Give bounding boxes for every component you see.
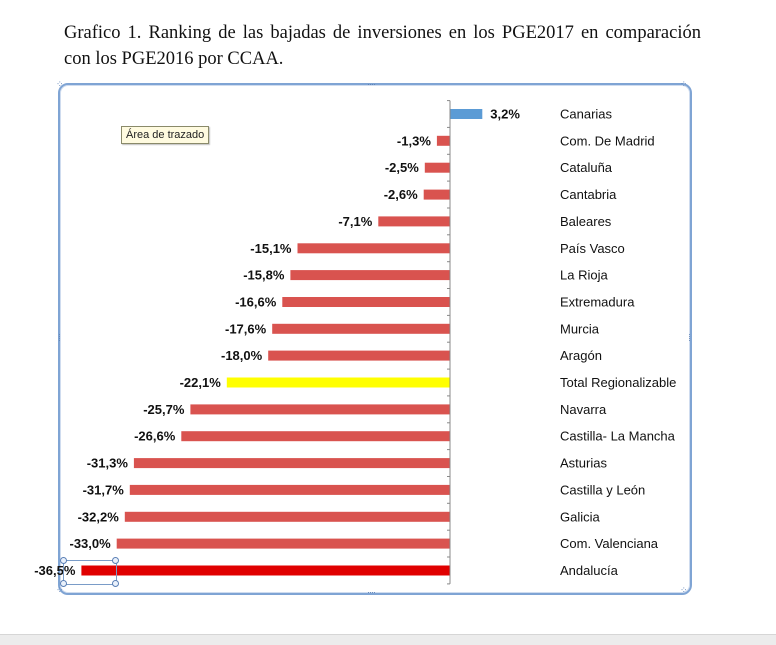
category-label: Navarra [560, 402, 607, 417]
selection-handle[interactable] [60, 557, 67, 564]
frame-handle-right[interactable]: ···· [685, 333, 695, 341]
frame-handle-corner-tr[interactable]: ⁘ [680, 79, 687, 89]
bar-galicia[interactable] [124, 511, 451, 522]
category-label: Baleares [560, 214, 612, 229]
category-label: Cataluña [560, 160, 613, 175]
data-label: -17,6% [225, 321, 267, 336]
data-label: -25,7% [143, 402, 185, 417]
category-label: Castilla- La Mancha [560, 429, 676, 444]
frame-handle-corner-br[interactable]: ⁘ [680, 585, 687, 595]
category-label: Aragón [560, 348, 602, 363]
category-label: Andalucía [560, 563, 619, 578]
bar-castilla-y-león[interactable] [129, 484, 451, 495]
category-label: Asturias [560, 456, 607, 471]
chart-frame[interactable] [58, 83, 692, 595]
data-label: -36,5% [34, 563, 76, 578]
bar-castilla-la-mancha[interactable] [181, 431, 451, 442]
data-label: -31,7% [83, 482, 125, 497]
frame-handle-top[interactable]: ···· [367, 79, 376, 89]
frame-handle-left[interactable]: ···· [55, 333, 65, 341]
bar-asturias[interactable] [133, 458, 450, 469]
bar-andalucía[interactable] [81, 565, 451, 576]
frame-handle-corner-tl[interactable]: ⁘ [56, 79, 63, 89]
bar-navarra[interactable] [190, 404, 450, 415]
category-label: Total Regionalizable [560, 375, 676, 390]
category-label: Castilla y León [560, 482, 645, 497]
bar-cataluña[interactable] [424, 162, 451, 173]
bar-cantabria[interactable] [423, 189, 450, 200]
bar-aragón[interactable] [268, 350, 450, 361]
bar-total-regionalizable[interactable] [226, 377, 450, 388]
window-bottom-bar [0, 634, 776, 645]
data-label: -2,6% [384, 187, 418, 202]
bar-murcia[interactable] [272, 323, 450, 334]
data-label: -16,6% [235, 295, 277, 310]
document-title: Grafico 1. Ranking de las bajadas de inv… [64, 23, 701, 69]
data-label: -31,3% [87, 456, 129, 471]
selection-handle[interactable] [112, 580, 119, 587]
frame-handle-bottom[interactable]: ···· [367, 587, 376, 597]
category-label: La Rioja [560, 268, 608, 283]
data-label: -15,8% [243, 268, 285, 283]
data-label: -2,5% [385, 160, 419, 175]
category-label: Com. Valenciana [560, 536, 659, 551]
data-label: -15,1% [250, 241, 292, 256]
frame-handle-corner-bl[interactable]: ⁘ [56, 585, 63, 595]
data-label: 3,2% [490, 107, 520, 122]
data-label: -33,0% [69, 536, 111, 551]
category-label: Canarias [560, 107, 613, 122]
data-label: -18,0% [221, 348, 263, 363]
data-label: -1,3% [397, 133, 431, 148]
selection-handle[interactable] [112, 557, 119, 564]
bar-com-de-madrid[interactable] [436, 135, 450, 146]
bar-canarias[interactable] [450, 109, 483, 119]
selected-label-box[interactable] [63, 560, 117, 585]
data-label: -7,1% [338, 214, 372, 229]
bar-país-vasco[interactable] [297, 243, 451, 254]
category-label: Murcia [560, 321, 600, 336]
bar-la-rioja[interactable] [290, 270, 450, 281]
category-label: Galicia [560, 509, 601, 524]
category-label: Cantabria [560, 187, 617, 202]
category-label: País Vasco [560, 241, 625, 256]
category-label: Com. De Madrid [560, 133, 655, 148]
category-label: Extremadura [560, 295, 635, 310]
bar-extremadura[interactable] [282, 297, 450, 307]
bar-baleares[interactable] [378, 216, 450, 227]
data-label: -26,6% [134, 429, 176, 444]
bar-com-valenciana[interactable] [116, 538, 450, 549]
selection-handle[interactable] [60, 580, 67, 587]
data-label: -22,1% [180, 375, 222, 390]
plot-area-tooltip: Área de trazado [121, 126, 210, 144]
data-label: -32,2% [78, 509, 120, 524]
